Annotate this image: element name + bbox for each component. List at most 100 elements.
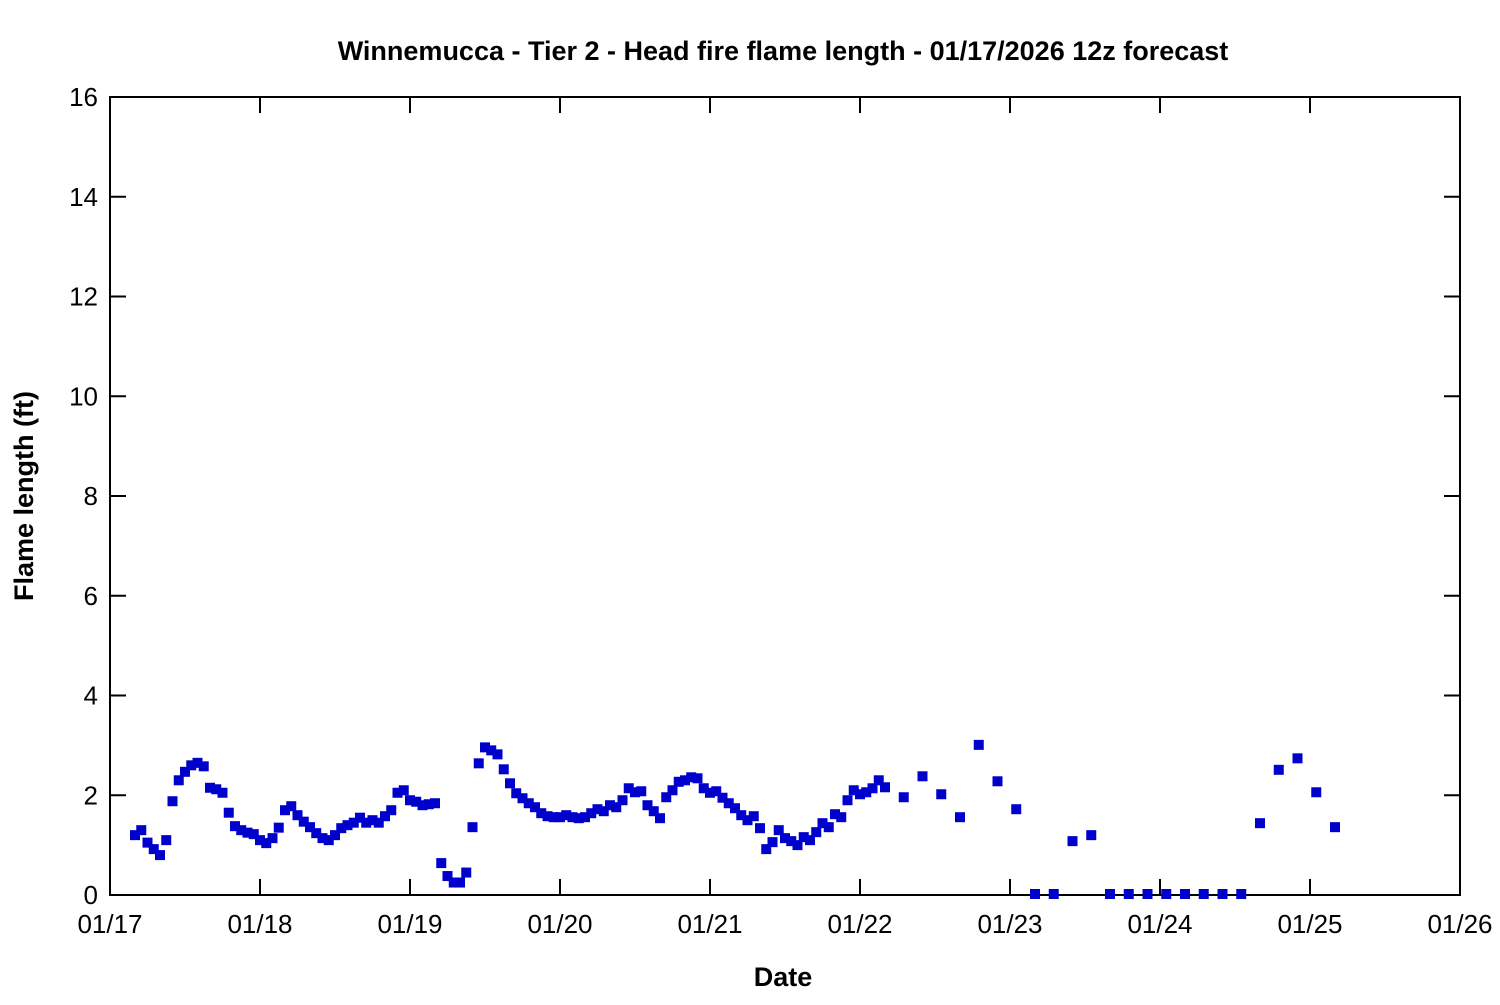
data-point-marker xyxy=(723,798,734,809)
data-point-marker xyxy=(630,787,640,798)
data-point-marker xyxy=(867,783,878,794)
data-point-marker xyxy=(1161,889,1172,900)
data-point-marker xyxy=(542,811,553,822)
data-point-marker xyxy=(811,827,822,838)
data-point-marker xyxy=(617,795,628,806)
data-point-marker xyxy=(586,808,597,819)
data-point-marker xyxy=(780,833,790,844)
data-point-marker xyxy=(1180,889,1190,900)
data-point-marker xyxy=(361,817,372,828)
data-point-marker xyxy=(805,835,815,846)
data-point-marker xyxy=(436,858,447,869)
x-tick-label: 01/22 xyxy=(827,909,892,939)
data-point-marker xyxy=(1273,764,1284,775)
data-point-marker xyxy=(673,776,684,787)
data-point-marker xyxy=(317,833,328,844)
data-point-marker xyxy=(461,867,472,878)
data-point-marker xyxy=(561,810,572,821)
data-point-marker xyxy=(573,813,584,824)
data-point-marker xyxy=(417,800,428,811)
data-point-marker xyxy=(380,811,390,822)
data-point-marker xyxy=(242,827,253,838)
data-point-marker xyxy=(717,792,728,803)
data-point-marker xyxy=(973,739,984,750)
x-tick-label: 01/24 xyxy=(1127,909,1192,939)
data-point-marker xyxy=(348,817,359,828)
chart-title: Winnemucca - Tier 2 - Head fire flame le… xyxy=(338,36,1229,66)
data-point-marker xyxy=(267,833,278,844)
data-point-marker xyxy=(917,771,928,782)
data-point-marker xyxy=(1255,818,1265,829)
data-point-marker xyxy=(173,775,184,786)
data-point-marker xyxy=(823,822,834,833)
data-point-marker xyxy=(136,825,147,836)
data-point-marker xyxy=(161,835,172,846)
data-point-marker xyxy=(555,812,565,823)
data-point-marker xyxy=(873,775,884,786)
data-point-marker xyxy=(155,850,165,861)
data-point-marker xyxy=(642,800,653,811)
data-point-marker xyxy=(730,803,740,814)
data-point-marker xyxy=(661,792,672,803)
data-point-marker xyxy=(798,832,809,843)
x-tick-label: 01/21 xyxy=(677,909,742,939)
data-point-marker xyxy=(311,828,322,839)
data-point-marker xyxy=(198,761,209,772)
data-point-marker xyxy=(455,877,465,888)
data-point-marker xyxy=(517,793,528,804)
data-point-marker xyxy=(1086,830,1097,841)
y-tick-label: 10 xyxy=(69,381,98,411)
data-point-marker xyxy=(373,817,384,828)
data-point-marker xyxy=(205,782,215,793)
data-point-marker xyxy=(1123,889,1134,900)
data-point-marker xyxy=(655,813,665,824)
data-point-marker xyxy=(386,805,397,816)
data-point-marker xyxy=(1142,889,1153,900)
data-point-marker xyxy=(367,815,378,826)
data-point-marker xyxy=(567,812,578,823)
data-point-marker xyxy=(280,805,290,816)
data-point-marker xyxy=(992,776,1003,787)
data-point-marker xyxy=(792,840,803,851)
data-point-marker xyxy=(1198,889,1209,900)
data-point-marker xyxy=(142,837,153,848)
data-point-marker xyxy=(761,844,772,855)
data-point-marker xyxy=(711,786,722,797)
y-axis-label: Flame length (ft) xyxy=(9,391,39,601)
data-point-marker xyxy=(767,837,778,848)
data-point-marker xyxy=(605,800,615,811)
data-point-marker xyxy=(1011,804,1022,815)
y-tick-label: 4 xyxy=(84,681,98,711)
scatter-data-points xyxy=(130,739,1340,900)
data-point-marker xyxy=(580,812,590,823)
plot-border xyxy=(109,96,1461,896)
data-point-marker xyxy=(748,811,759,822)
x-axis-label: Date xyxy=(754,962,813,992)
y-tick-label: 12 xyxy=(69,282,98,312)
data-point-marker xyxy=(842,795,853,806)
y-tick-label: 6 xyxy=(84,581,98,611)
data-point-marker xyxy=(211,784,222,795)
data-point-marker xyxy=(686,772,697,783)
data-point-marker xyxy=(342,820,353,831)
data-point-marker xyxy=(680,775,690,786)
y-tick-label: 8 xyxy=(84,481,98,511)
data-point-marker xyxy=(261,838,272,849)
data-point-marker xyxy=(236,825,247,836)
x-tick-label: 01/25 xyxy=(1277,909,1342,939)
y-axis-tick-labels: 0 2 4 6 8 10 12 14 16 xyxy=(69,82,98,910)
data-point-marker xyxy=(398,785,409,796)
data-point-marker xyxy=(467,822,478,833)
data-point-marker xyxy=(898,792,909,803)
data-point-marker xyxy=(486,745,497,756)
x-tick-label: 01/18 xyxy=(227,909,292,939)
data-point-marker xyxy=(1330,822,1340,833)
data-point-marker xyxy=(355,812,365,823)
y-tick-label: 14 xyxy=(69,182,98,212)
data-point-marker xyxy=(880,782,890,793)
data-point-marker xyxy=(1105,889,1115,900)
data-point-marker xyxy=(742,815,753,826)
data-point-marker xyxy=(167,796,178,807)
data-point-marker xyxy=(836,812,847,823)
